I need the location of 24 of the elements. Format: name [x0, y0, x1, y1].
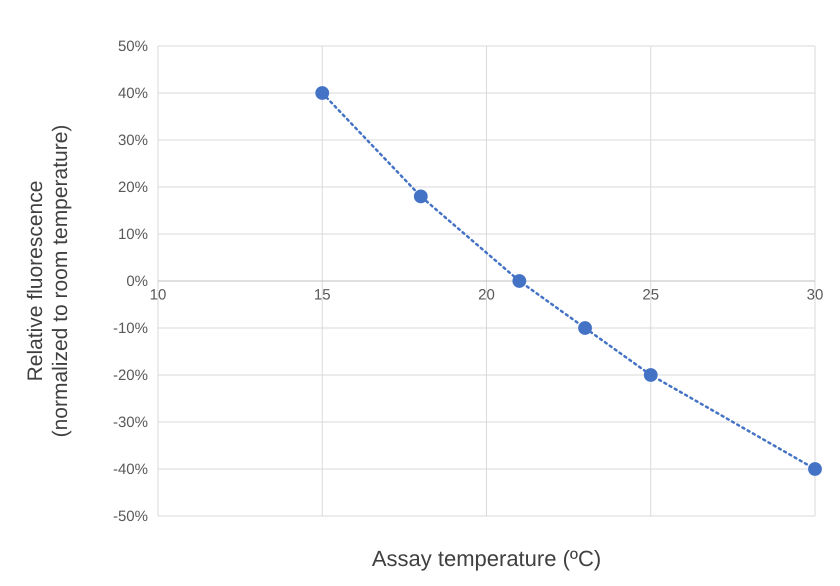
y-tick-label: 0%	[126, 272, 148, 290]
point	[414, 190, 428, 204]
y-tick-label: -10%	[112, 320, 148, 337]
y-tick-label: 20%	[118, 178, 148, 196]
point	[808, 462, 822, 476]
point	[315, 86, 330, 100]
y-tick-label: 40%	[118, 84, 148, 102]
x-tick-label: 30	[806, 286, 824, 304]
y-tick-label: 30%	[118, 132, 148, 149]
x-tick-label: 20	[478, 286, 495, 304]
y-tick-label: 50%	[118, 38, 148, 55]
x-tick-label: 25	[642, 286, 660, 304]
y-tick-label: 10%	[118, 226, 148, 243]
y-tick-label: -30%	[112, 414, 148, 431]
y-tick-label: -40%	[112, 460, 148, 478]
x-axis-title: Assay temperature (ºC)	[372, 546, 602, 571]
point	[644, 368, 658, 382]
point	[578, 321, 592, 335]
point	[512, 274, 526, 288]
y-tick-label: -20%	[112, 366, 148, 384]
y-axis-title: Relative fluorescence (normalized to room temperature)	[24, 124, 72, 438]
y-tick-label: -50%	[112, 508, 148, 525]
x-tick-label: 15	[314, 286, 331, 304]
x-tick-label: 10	[150, 286, 166, 304]
